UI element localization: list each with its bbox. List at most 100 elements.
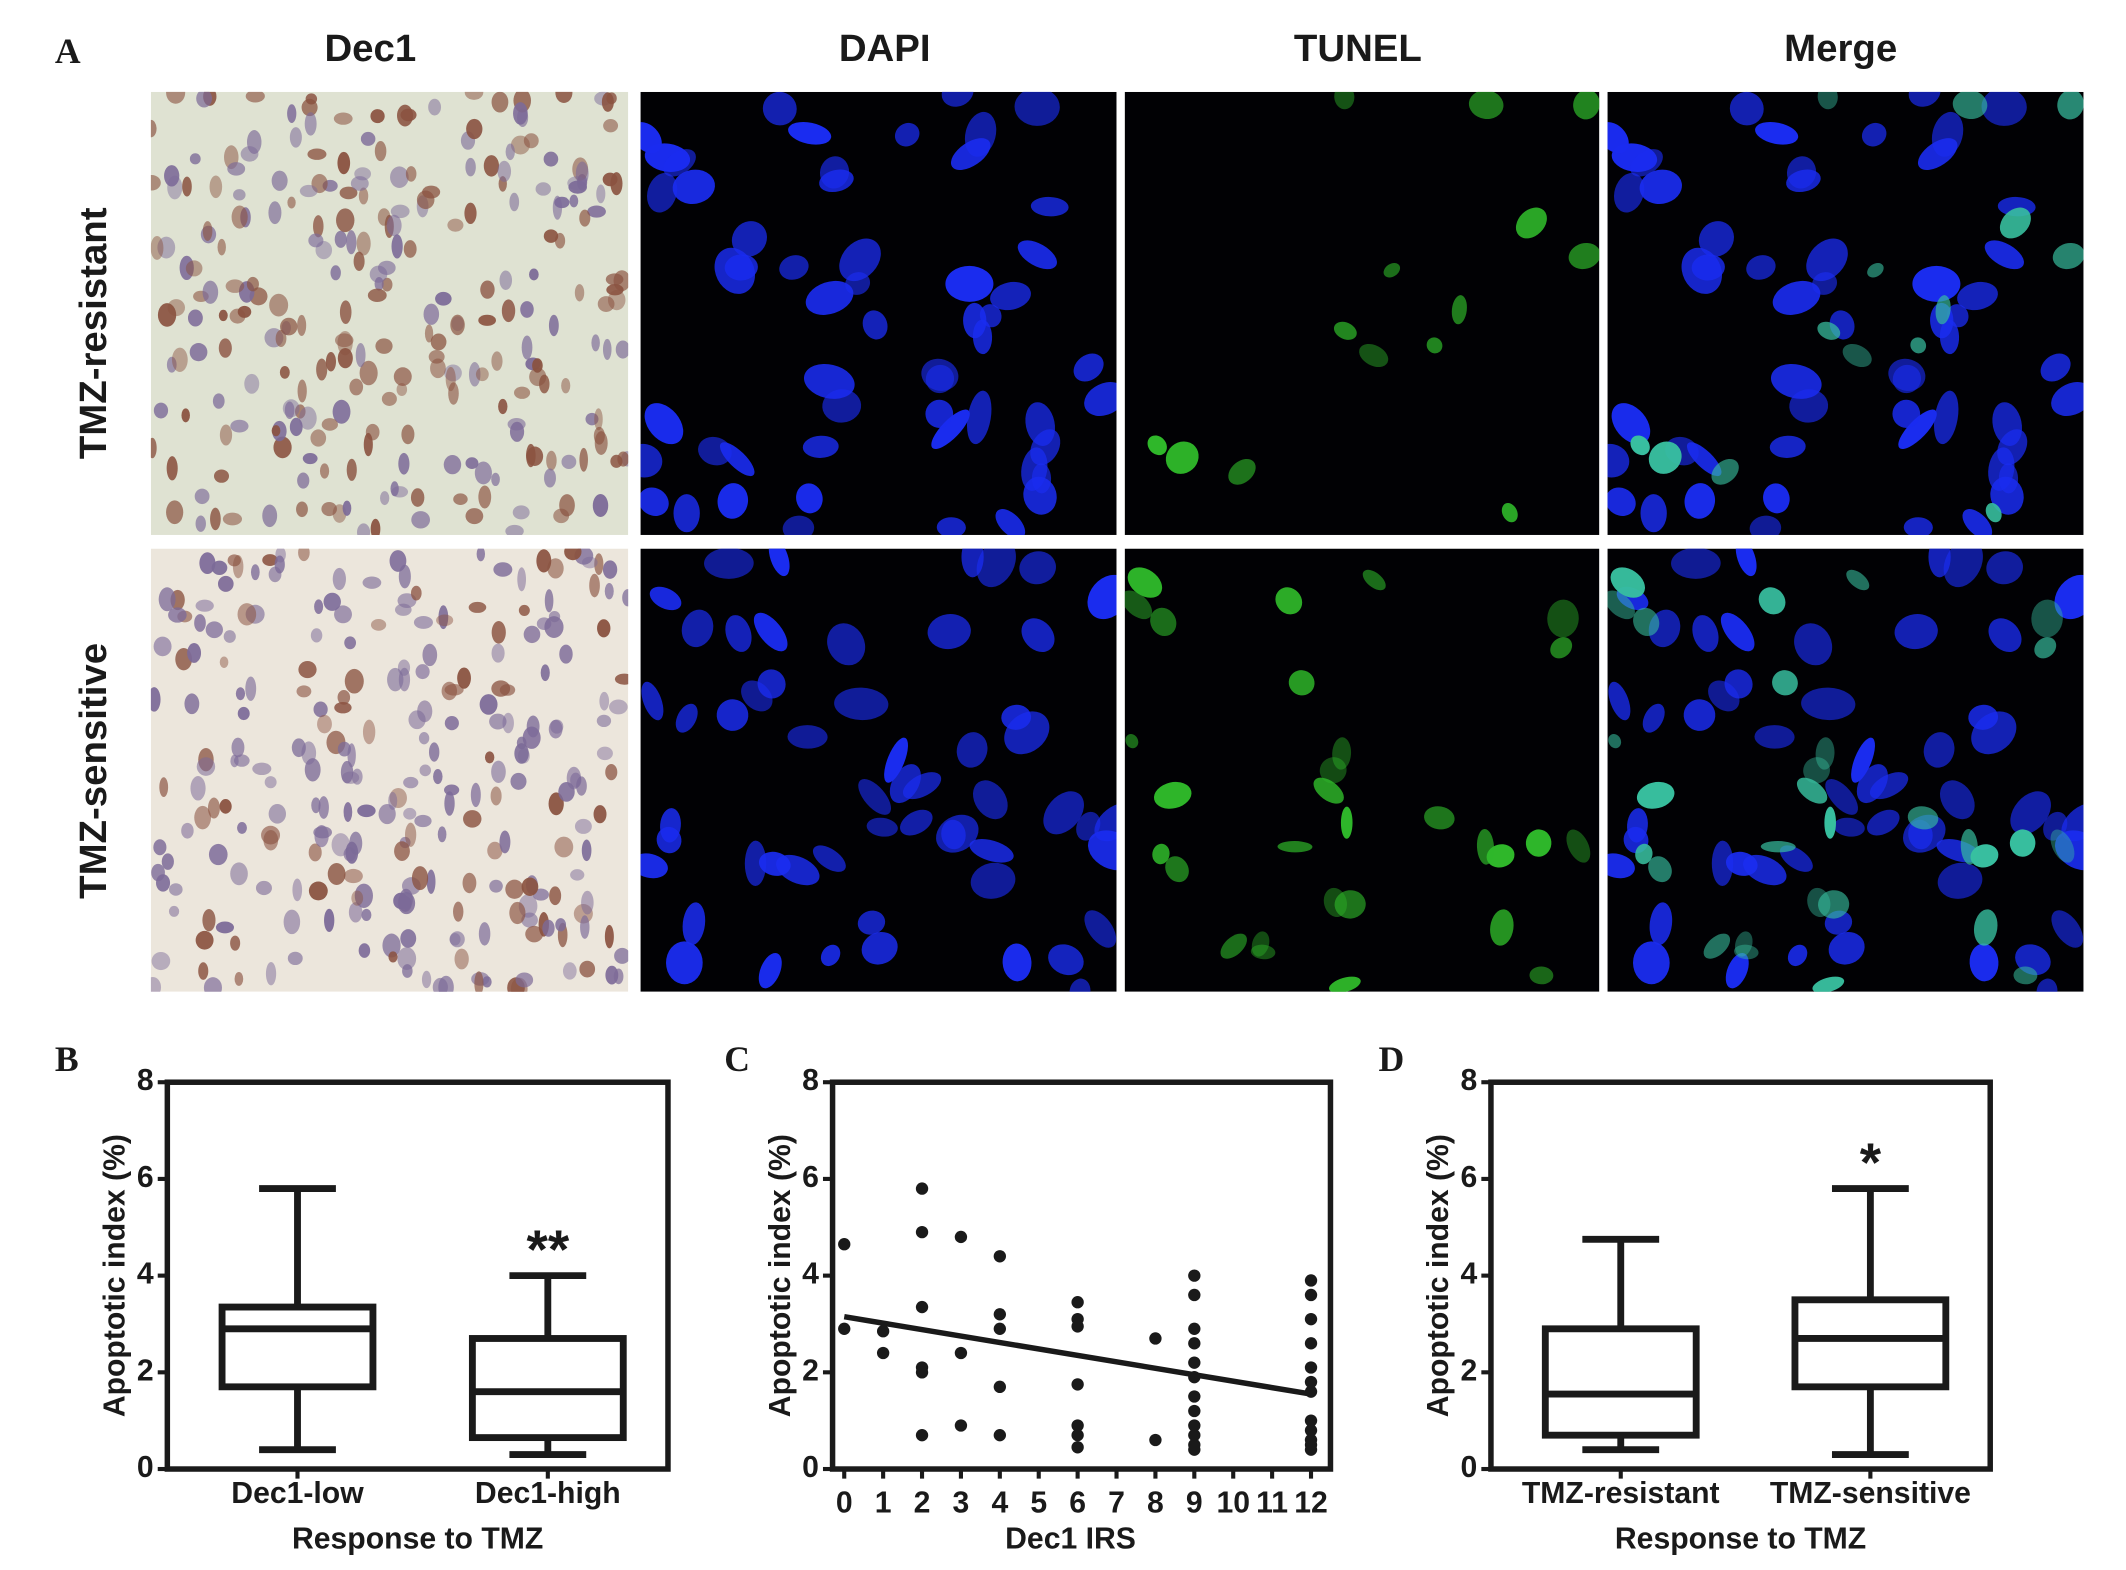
panel-label: C: [724, 1039, 750, 1079]
nucleus: [1894, 614, 1938, 650]
nucleus: [1992, 402, 2023, 446]
cell: [547, 558, 564, 579]
cell: [324, 908, 335, 933]
cell: [362, 719, 376, 745]
cell: [337, 741, 351, 757]
micrograph-bg: [1124, 91, 1600, 535]
point: [915, 1429, 929, 1442]
micrograph: [1607, 548, 2084, 992]
cell: [296, 685, 312, 698]
cell: [308, 233, 324, 248]
x-tick-label: 2: [914, 1487, 931, 1520]
cell: [346, 458, 357, 481]
tunel-signal: [1547, 599, 1579, 638]
cell: [263, 829, 279, 851]
nucleus: [1607, 443, 1630, 478]
cell: [517, 567, 527, 592]
nucleus: [1833, 817, 1865, 837]
x-tick-label: 7: [1108, 1487, 1125, 1520]
cell: [529, 367, 547, 387]
cell: [424, 324, 434, 343]
cell: [444, 364, 462, 382]
cell: [155, 874, 171, 892]
tunel-signal: [1275, 587, 1303, 615]
cell: [505, 143, 515, 161]
cell: [310, 628, 323, 643]
cell: [478, 314, 496, 326]
tunel-signal: [1220, 933, 1247, 959]
nucleus: [927, 614, 971, 650]
cell: [614, 947, 629, 964]
cell: [423, 303, 440, 325]
cell: [448, 382, 459, 405]
cell: [543, 151, 559, 167]
cell: [185, 260, 203, 277]
x-tick-label: 4: [991, 1487, 1008, 1520]
cell: [597, 296, 615, 313]
cell: [418, 732, 430, 745]
nucleus: [644, 403, 684, 445]
cell: [415, 664, 430, 680]
nucleus: [1691, 254, 1725, 281]
cell: [465, 508, 484, 525]
cell: [359, 360, 378, 386]
cell: [605, 273, 624, 286]
cell: [153, 402, 169, 419]
micrograph-bg: [1124, 548, 1600, 992]
y-axis-title: Apoptotic index (%): [764, 1134, 797, 1417]
cell: [386, 214, 402, 237]
cell: [381, 391, 397, 406]
cell: [479, 694, 498, 715]
x-axis-title: Response to TMZ: [292, 1522, 543, 1555]
tunel-signal: [1525, 829, 1552, 857]
nucleus: [1825, 779, 1859, 815]
cell: [414, 814, 432, 828]
nucleus: [1076, 811, 1101, 841]
nucleus: [2054, 574, 2084, 620]
micrograph: [150, 91, 629, 535]
cell: [158, 587, 176, 612]
cell: [561, 378, 571, 394]
cell: [195, 930, 214, 950]
nucleus: [666, 941, 703, 985]
tunel-signal: [1529, 966, 1554, 985]
nucleus: [656, 826, 682, 854]
cell: [353, 251, 365, 272]
cell: [377, 208, 391, 226]
cell: [210, 507, 221, 531]
cell: [230, 862, 248, 886]
point: [1149, 1332, 1162, 1345]
x-axis-title: Response to TMZ: [1615, 1522, 1866, 1555]
y-tick-label: 8: [802, 1064, 819, 1097]
cell: [542, 919, 555, 937]
nucleus: [2051, 382, 2084, 416]
tunel-signal: [1772, 670, 1798, 696]
tunel-signal: [1635, 843, 1653, 865]
point: [954, 1346, 968, 1360]
cell: [422, 643, 438, 667]
cell: [209, 175, 223, 199]
cell: [343, 868, 363, 884]
cell: [609, 699, 628, 715]
x-tick-label: 6: [1069, 1487, 1086, 1520]
nucleus: [796, 483, 823, 514]
point: [1071, 1320, 1084, 1333]
nucleus: [1923, 732, 1955, 768]
cell: [339, 186, 358, 200]
tunel-signal: [1359, 343, 1389, 368]
nucleus: [717, 483, 749, 519]
cell: [428, 98, 442, 116]
cell: [400, 108, 417, 122]
cell: [603, 119, 619, 133]
nucleus: [1787, 944, 1808, 967]
cell: [405, 166, 417, 182]
tunel-signal: [2050, 829, 2075, 863]
tunel-signal: [1147, 435, 1167, 456]
cell: [218, 309, 228, 322]
cell: [196, 91, 213, 108]
cell: [202, 221, 213, 241]
tunel-signal: [1165, 856, 1189, 883]
cell: [426, 869, 436, 894]
cell: [350, 176, 369, 191]
nucleus: [1607, 487, 1636, 516]
